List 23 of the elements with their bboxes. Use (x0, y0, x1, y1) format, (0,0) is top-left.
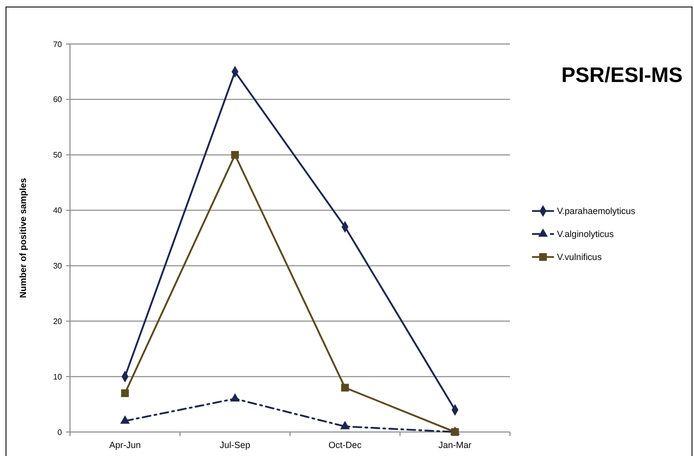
y-tick-label: 70 (53, 40, 63, 49)
point (121, 389, 129, 398)
x-tick-label: Apr-Jun (109, 440, 141, 450)
y-tick-label: 10 (53, 372, 63, 382)
y-tick-label: 60 (53, 95, 63, 104)
point (120, 415, 130, 424)
point (341, 384, 349, 392)
legend-label: V.parahaemolyticus (557, 206, 636, 216)
x-tick-label: Jul-Sep (220, 440, 250, 450)
x-tick-label: Jan-Mar (438, 440, 472, 450)
y-tick-label: 40 (53, 206, 63, 216)
text: PSR/ESI-MS (561, 64, 683, 87)
y-tick-label: 50 (53, 150, 63, 160)
legend-label: V.vulnificus (557, 252, 602, 262)
y-tick-label: 0 (58, 428, 63, 437)
point (340, 420, 350, 430)
y-tick-label: 30 (53, 262, 63, 271)
point (230, 393, 240, 402)
x-tick-label: Oct-Dec (328, 440, 362, 450)
point (231, 150, 239, 159)
y-tick-label: 20 (53, 316, 63, 326)
y-axis-title: Number of positive samples (18, 178, 28, 298)
legend-label: V.alginolyticus (557, 229, 614, 240)
